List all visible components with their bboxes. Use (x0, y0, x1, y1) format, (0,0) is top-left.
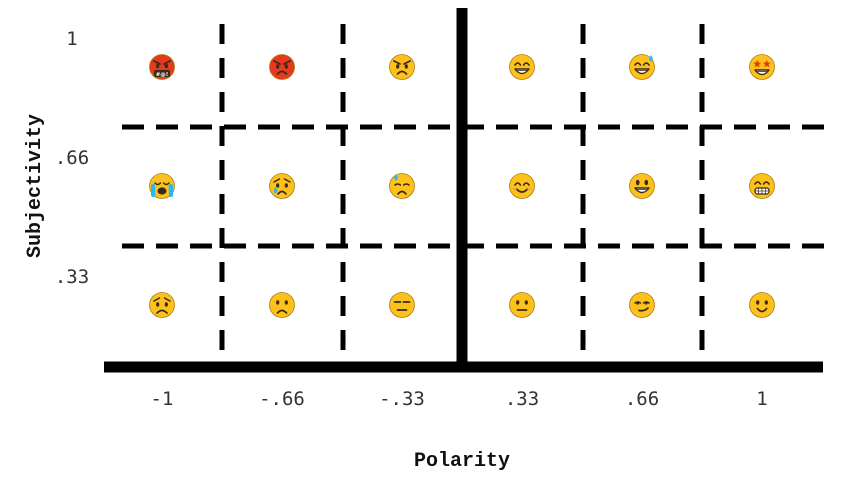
grinning-face-with-big-eyes-icon (629, 173, 655, 199)
smirking-face-icon (629, 292, 655, 318)
pouting-face-icon (269, 54, 295, 80)
horizontal-dashed-lines (122, 124, 824, 249)
x-tick-033: .33 (505, 388, 539, 410)
downcast-face-with-sweat-icon (389, 173, 415, 199)
enraged-face-with-symbols-icon: #@! (149, 54, 175, 80)
vertical-dashed-lines (219, 24, 705, 366)
crying-face-icon (269, 173, 295, 199)
grinning-face-with-smiling-eyes-icon (509, 54, 535, 80)
y-axis-title: Subjectivity (24, 114, 47, 258)
x-tick-neg-1: -1 (151, 388, 174, 410)
y-tick-066: .66 (55, 147, 89, 169)
slightly-smiling-face-icon (749, 292, 775, 318)
y-tick-033: .33 (55, 266, 89, 288)
x-tick-066: .66 (625, 388, 659, 410)
expressionless-face-icon (389, 292, 415, 318)
star-struck-face-icon (749, 54, 775, 80)
x-axis-title: Polarity (414, 450, 510, 473)
svg-text:#@!: #@! (156, 72, 169, 78)
y-tick-1: 1 (66, 28, 77, 50)
beaming-face-icon (749, 173, 775, 199)
neutral-face-icon (509, 292, 535, 318)
angry-face-icon (389, 54, 415, 80)
grinning-face-with-sweat-icon (629, 54, 655, 80)
smiling-face-with-smiling-eyes-icon (509, 173, 535, 199)
x-tick-1: 1 (756, 388, 767, 410)
emoji-grid: #@! (149, 54, 775, 318)
loudly-crying-face-icon (149, 173, 175, 199)
x-tick-neg-033: -.33 (379, 388, 425, 410)
x-tick-neg-066: -.66 (259, 388, 305, 410)
slightly-frowning-face-icon (269, 292, 295, 318)
frowning-face-icon (149, 292, 175, 318)
